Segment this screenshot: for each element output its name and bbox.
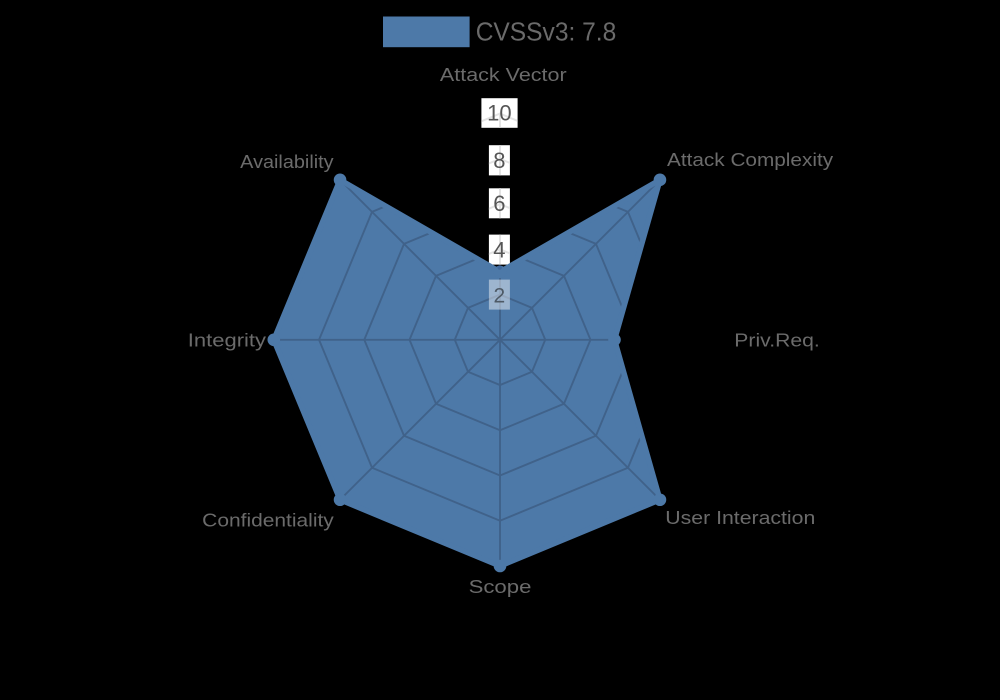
svg-text:4: 4 [493,237,505,262]
svg-text:Attack Complexity: Attack Complexity [667,150,833,170]
svg-text:Confidentiality: Confidentiality [202,511,334,531]
svg-text:Priv.Req.: Priv.Req. [734,330,820,350]
svg-text:CVSSv3: 7.8: CVSSv3: 7.8 [476,17,617,47]
svg-text:2: 2 [494,284,506,307]
svg-text:6: 6 [493,191,505,216]
svg-text:10: 10 [487,101,511,126]
svg-text:8: 8 [493,148,505,173]
svg-text:Attack Vector: Attack Vector [440,65,567,85]
svg-text:User Interaction: User Interaction [665,508,815,528]
svg-text:Scope: Scope [469,577,532,597]
svg-text:Integrity: Integrity [188,331,266,351]
svg-text:Availability: Availability [240,152,333,172]
